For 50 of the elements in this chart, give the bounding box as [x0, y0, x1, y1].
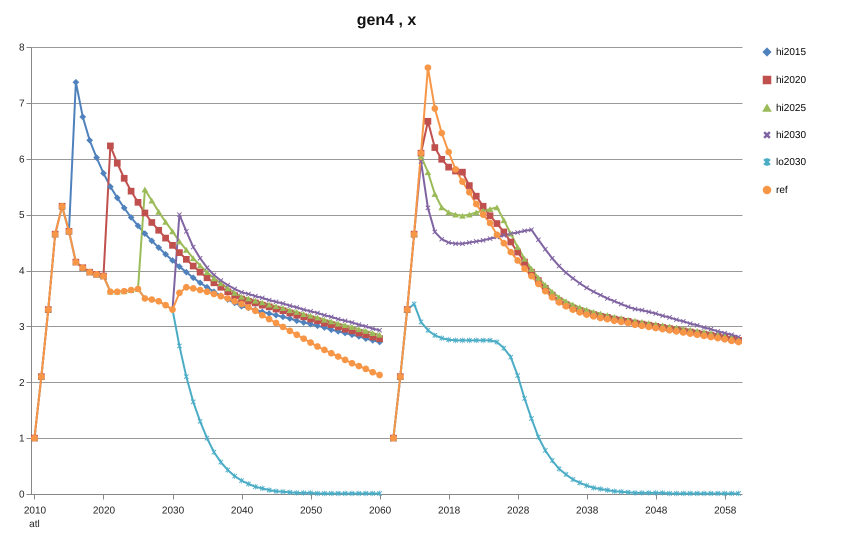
x-tick-label: 2048	[645, 506, 668, 516]
y-tick-label: 1	[18, 434, 25, 445]
point	[86, 136, 94, 144]
point	[196, 279, 204, 286]
point	[142, 230, 148, 237]
point	[300, 319, 308, 326]
point	[148, 238, 156, 244]
x-tick-label: 2060	[368, 506, 392, 516]
legend-label: hi2020	[776, 75, 806, 86]
point	[79, 113, 86, 120]
point	[114, 194, 121, 202]
point	[120, 204, 128, 212]
point	[134, 222, 142, 230]
y-tick-label: 6	[18, 154, 25, 166]
point	[272, 312, 280, 319]
y-tick-label: 0	[18, 490, 25, 500]
y-tick-label: 5	[18, 210, 25, 222]
x-tick-label: 2058	[714, 506, 737, 516]
legend-label: hi2030	[776, 130, 806, 141]
x-tick-label: 2038	[576, 506, 599, 516]
x-tick-label: 2030	[162, 506, 185, 516]
y-tick-label: 4	[18, 266, 25, 277]
point	[100, 170, 107, 177]
point	[128, 214, 134, 221]
point	[182, 268, 190, 276]
legend-label: ref	[776, 185, 788, 196]
x-tick-label: 2040	[230, 506, 254, 516]
point	[162, 250, 169, 258]
chart-title: gen4 , x	[356, 12, 416, 29]
y-tick-label: 7	[18, 98, 25, 110]
point	[176, 263, 183, 270]
legend-label: lo2030	[776, 157, 806, 168]
y-tick-label: 2	[18, 378, 25, 389]
y-tick-label: 3	[18, 322, 25, 333]
x-tick-label: 2050	[300, 506, 323, 516]
x-tick-label: 2018	[438, 506, 461, 516]
legend-label: hi2025	[776, 103, 806, 114]
point	[93, 154, 100, 161]
point	[169, 257, 176, 264]
text: atl	[29, 519, 40, 530]
x-tick-label: 2010	[24, 506, 47, 516]
y-tick-label: 8	[18, 42, 25, 54]
point	[280, 314, 286, 320]
point	[107, 183, 114, 190]
x-tick-label: 2028	[507, 506, 530, 516]
point	[155, 244, 162, 251]
point	[190, 274, 197, 282]
legend-label: hi2015	[776, 47, 806, 58]
point	[266, 310, 273, 317]
x-tick-label: 2020	[92, 506, 116, 516]
